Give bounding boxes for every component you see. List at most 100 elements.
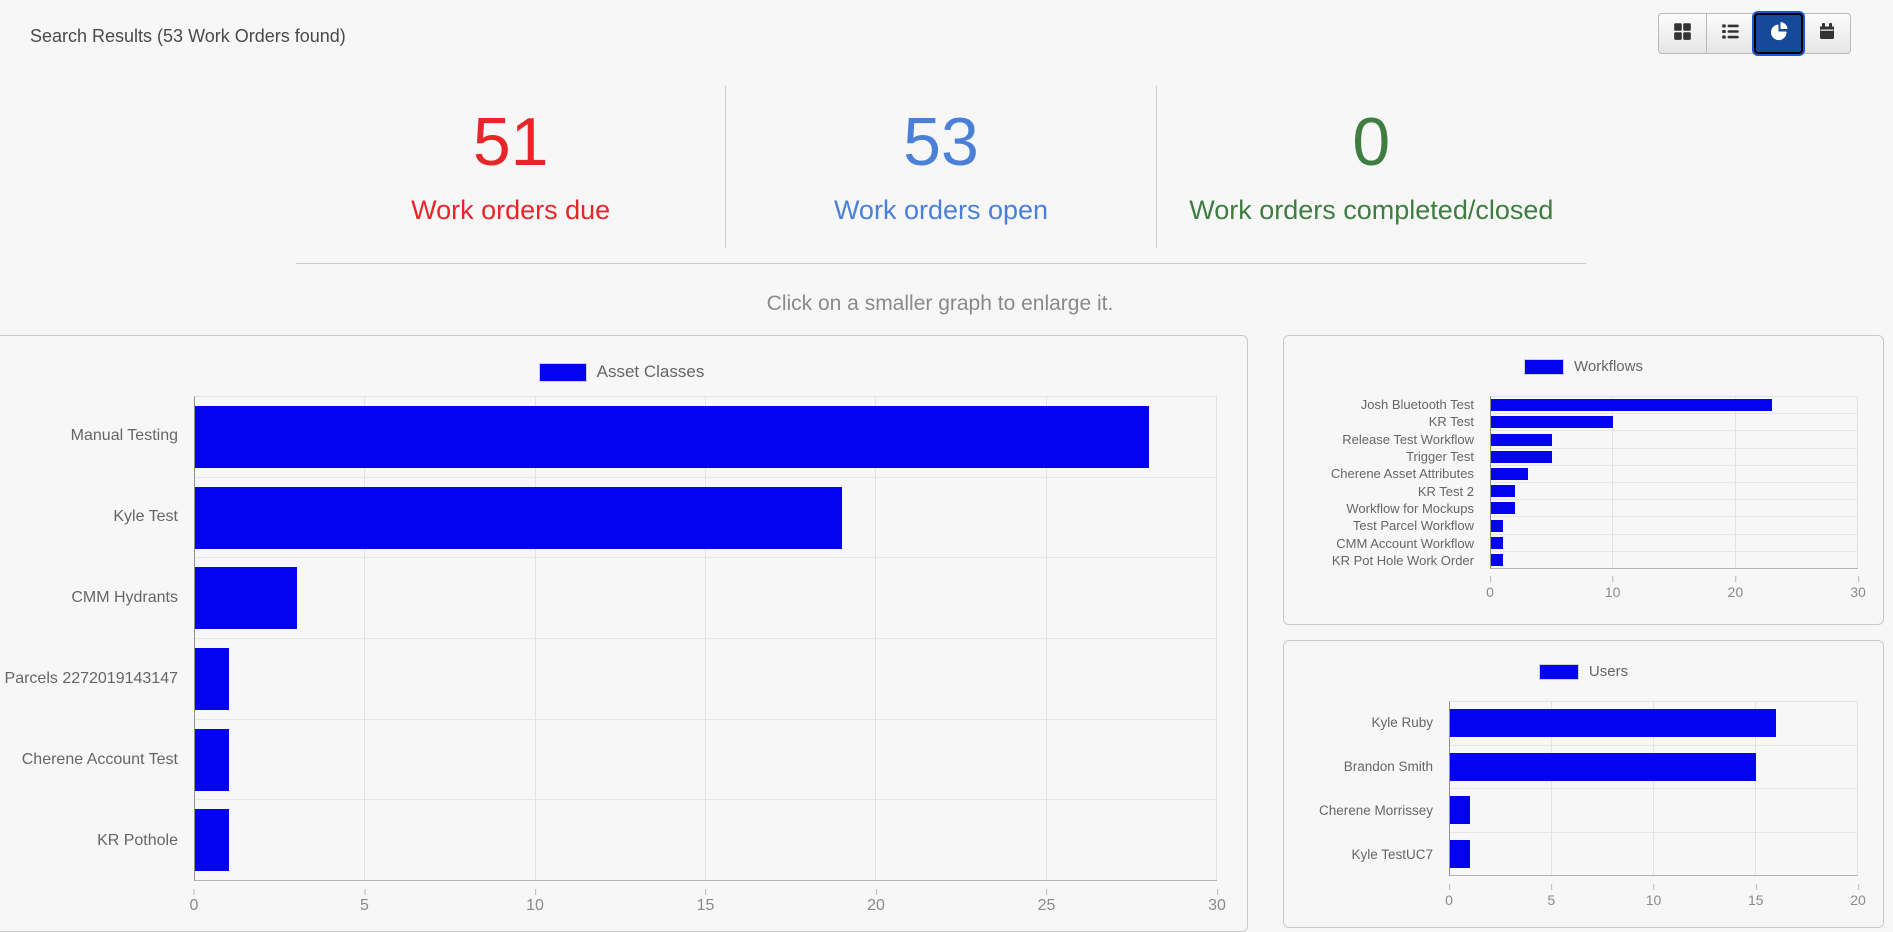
chart-row [1491,449,1858,466]
chart-legend: Users [1284,663,1883,680]
category-label: Josh Bluetooth Test [1360,397,1474,413]
grid-view-button[interactable] [1658,13,1707,54]
chart-row [1491,466,1858,484]
category-labels: Kyle Ruby Brandon Smith Cherene Morrissey K… [1284,701,1443,876]
category-labels: Manual Testing Kyle Test CMM Hydrants Parce… [0,396,188,881]
stat-completed-value: 0 [1352,104,1391,180]
bar [1491,450,1553,463]
category-label: Kyle Test [113,508,178,526]
stat-completed-label: Work orders completed/closed [1189,195,1554,225]
bar [195,809,230,872]
users-chart-panel[interactable]: Users Kyle Ruby Brandon Smith Cherene Morr… [1283,640,1884,928]
chart-row [1450,789,1858,833]
chart-row [1491,431,1858,449]
x-tick-label: 20 [1850,884,1866,908]
x-tick-label: 5 [1547,884,1556,908]
chart-row [1491,483,1858,501]
pie-chart-icon [1769,21,1789,46]
bar [1450,752,1756,781]
bar [1450,709,1777,738]
category-label: KR Pot Hole Work Order [1331,552,1474,568]
category-label: Kyle TestUC7 [1351,846,1433,862]
chart-row [195,558,1217,640]
list-view-button[interactable] [1706,13,1755,54]
bar [195,405,1149,468]
bar [195,486,843,549]
x-tick-label: 10 [1604,576,1621,600]
x-axis: 0 10 20 30 [1486,576,1866,600]
stat-due: 51 Work orders due [296,86,725,248]
category-label: Cherene Morrissey [1318,802,1433,818]
bar [1450,796,1471,825]
th-large-icon [1673,22,1692,46]
category-label: Test Parcel Workflow [1352,518,1474,534]
legend-swatch [1538,663,1579,680]
legend-label: Asset Classes [596,362,705,381]
x-tick-label: 0 [1445,884,1453,908]
bar [195,728,230,791]
chart-row [1491,517,1858,535]
x-tick-label: 5 [360,889,369,914]
chart-row [1491,414,1858,432]
calendar-icon [1818,22,1836,45]
chart-legend: Workflows [1284,358,1883,375]
category-label: Parcels 2272019143147 [4,669,178,687]
x-tick-label: 20 [1727,576,1744,600]
chart-row [1491,535,1858,552]
x-tick-label: 25 [1037,889,1056,914]
work-order-stats: 51 Work orders due 53 Work orders open 0… [296,86,1586,248]
enlarge-hint: Click on a smaller graph to enlarge it. [766,292,1114,315]
x-axis: 0 5 10 15 20 25 30 [190,889,1226,914]
bar [195,567,298,630]
stat-open: 53 Work orders open [725,86,1155,248]
chart-view-button[interactable] [1754,13,1803,54]
chart-row [1450,702,1858,746]
chart-row [1450,746,1858,789]
stat-due-value: 51 [472,104,549,180]
workflows-chart-panel[interactable]: Workflows Josh Bluetooth Test KR Test Rele… [1283,335,1884,625]
x-tick-label: 30 [1850,576,1866,600]
stat-due-label: Work orders due [411,195,611,225]
category-label: CMM Account Workflow [1336,535,1474,551]
x-tick-label: 20 [867,889,885,914]
bar [1491,433,1553,446]
bar [1491,416,1614,429]
legend-label: Users [1588,663,1629,680]
category-label: Workflow for Mockups [1346,500,1474,516]
category-label: Kyle Ruby [1371,715,1433,731]
plot-area [194,396,1217,881]
chart-row [195,478,1217,559]
stat-open-label: Work orders open [833,195,1049,225]
view-toolbar [1658,13,1851,54]
category-label: Manual Testing [70,427,178,445]
category-label: Release Test Workflow [1342,431,1474,447]
chart-row [1450,833,1858,876]
calendar-view-button[interactable] [1802,13,1851,54]
chart-row [1491,552,1858,568]
legend-swatch [1524,358,1565,375]
x-tick-label: 10 [1645,884,1662,908]
category-label: Cherene Account Test [21,750,178,768]
category-label: Cherene Asset Attributes [1330,466,1474,482]
chart-row [195,720,1217,801]
x-tick-label: 15 [1747,884,1764,908]
chart-row [195,639,1217,720]
category-labels: Josh Bluetooth Test KR Test Release Test W… [1284,396,1484,569]
chart-row [195,800,1217,880]
bar [1491,553,1504,566]
chart-row [1491,397,1858,415]
plot-area [1490,396,1858,569]
chart-row [195,397,1217,478]
x-tick-label: 0 [1486,576,1494,600]
bar [1491,502,1516,515]
page-title: Search Results (53 Work Orders found) [30,26,346,46]
bar [1491,485,1516,498]
bar [195,647,230,710]
category-label: Brandon Smith [1343,759,1433,775]
category-label: KR Test [1428,414,1474,430]
legend-swatch [538,362,587,382]
x-tick-label: 15 [696,889,715,914]
x-tick-label: 0 [189,889,199,914]
bar [1491,467,1528,480]
stat-completed: 0 Work orders completed/closed [1155,86,1586,248]
